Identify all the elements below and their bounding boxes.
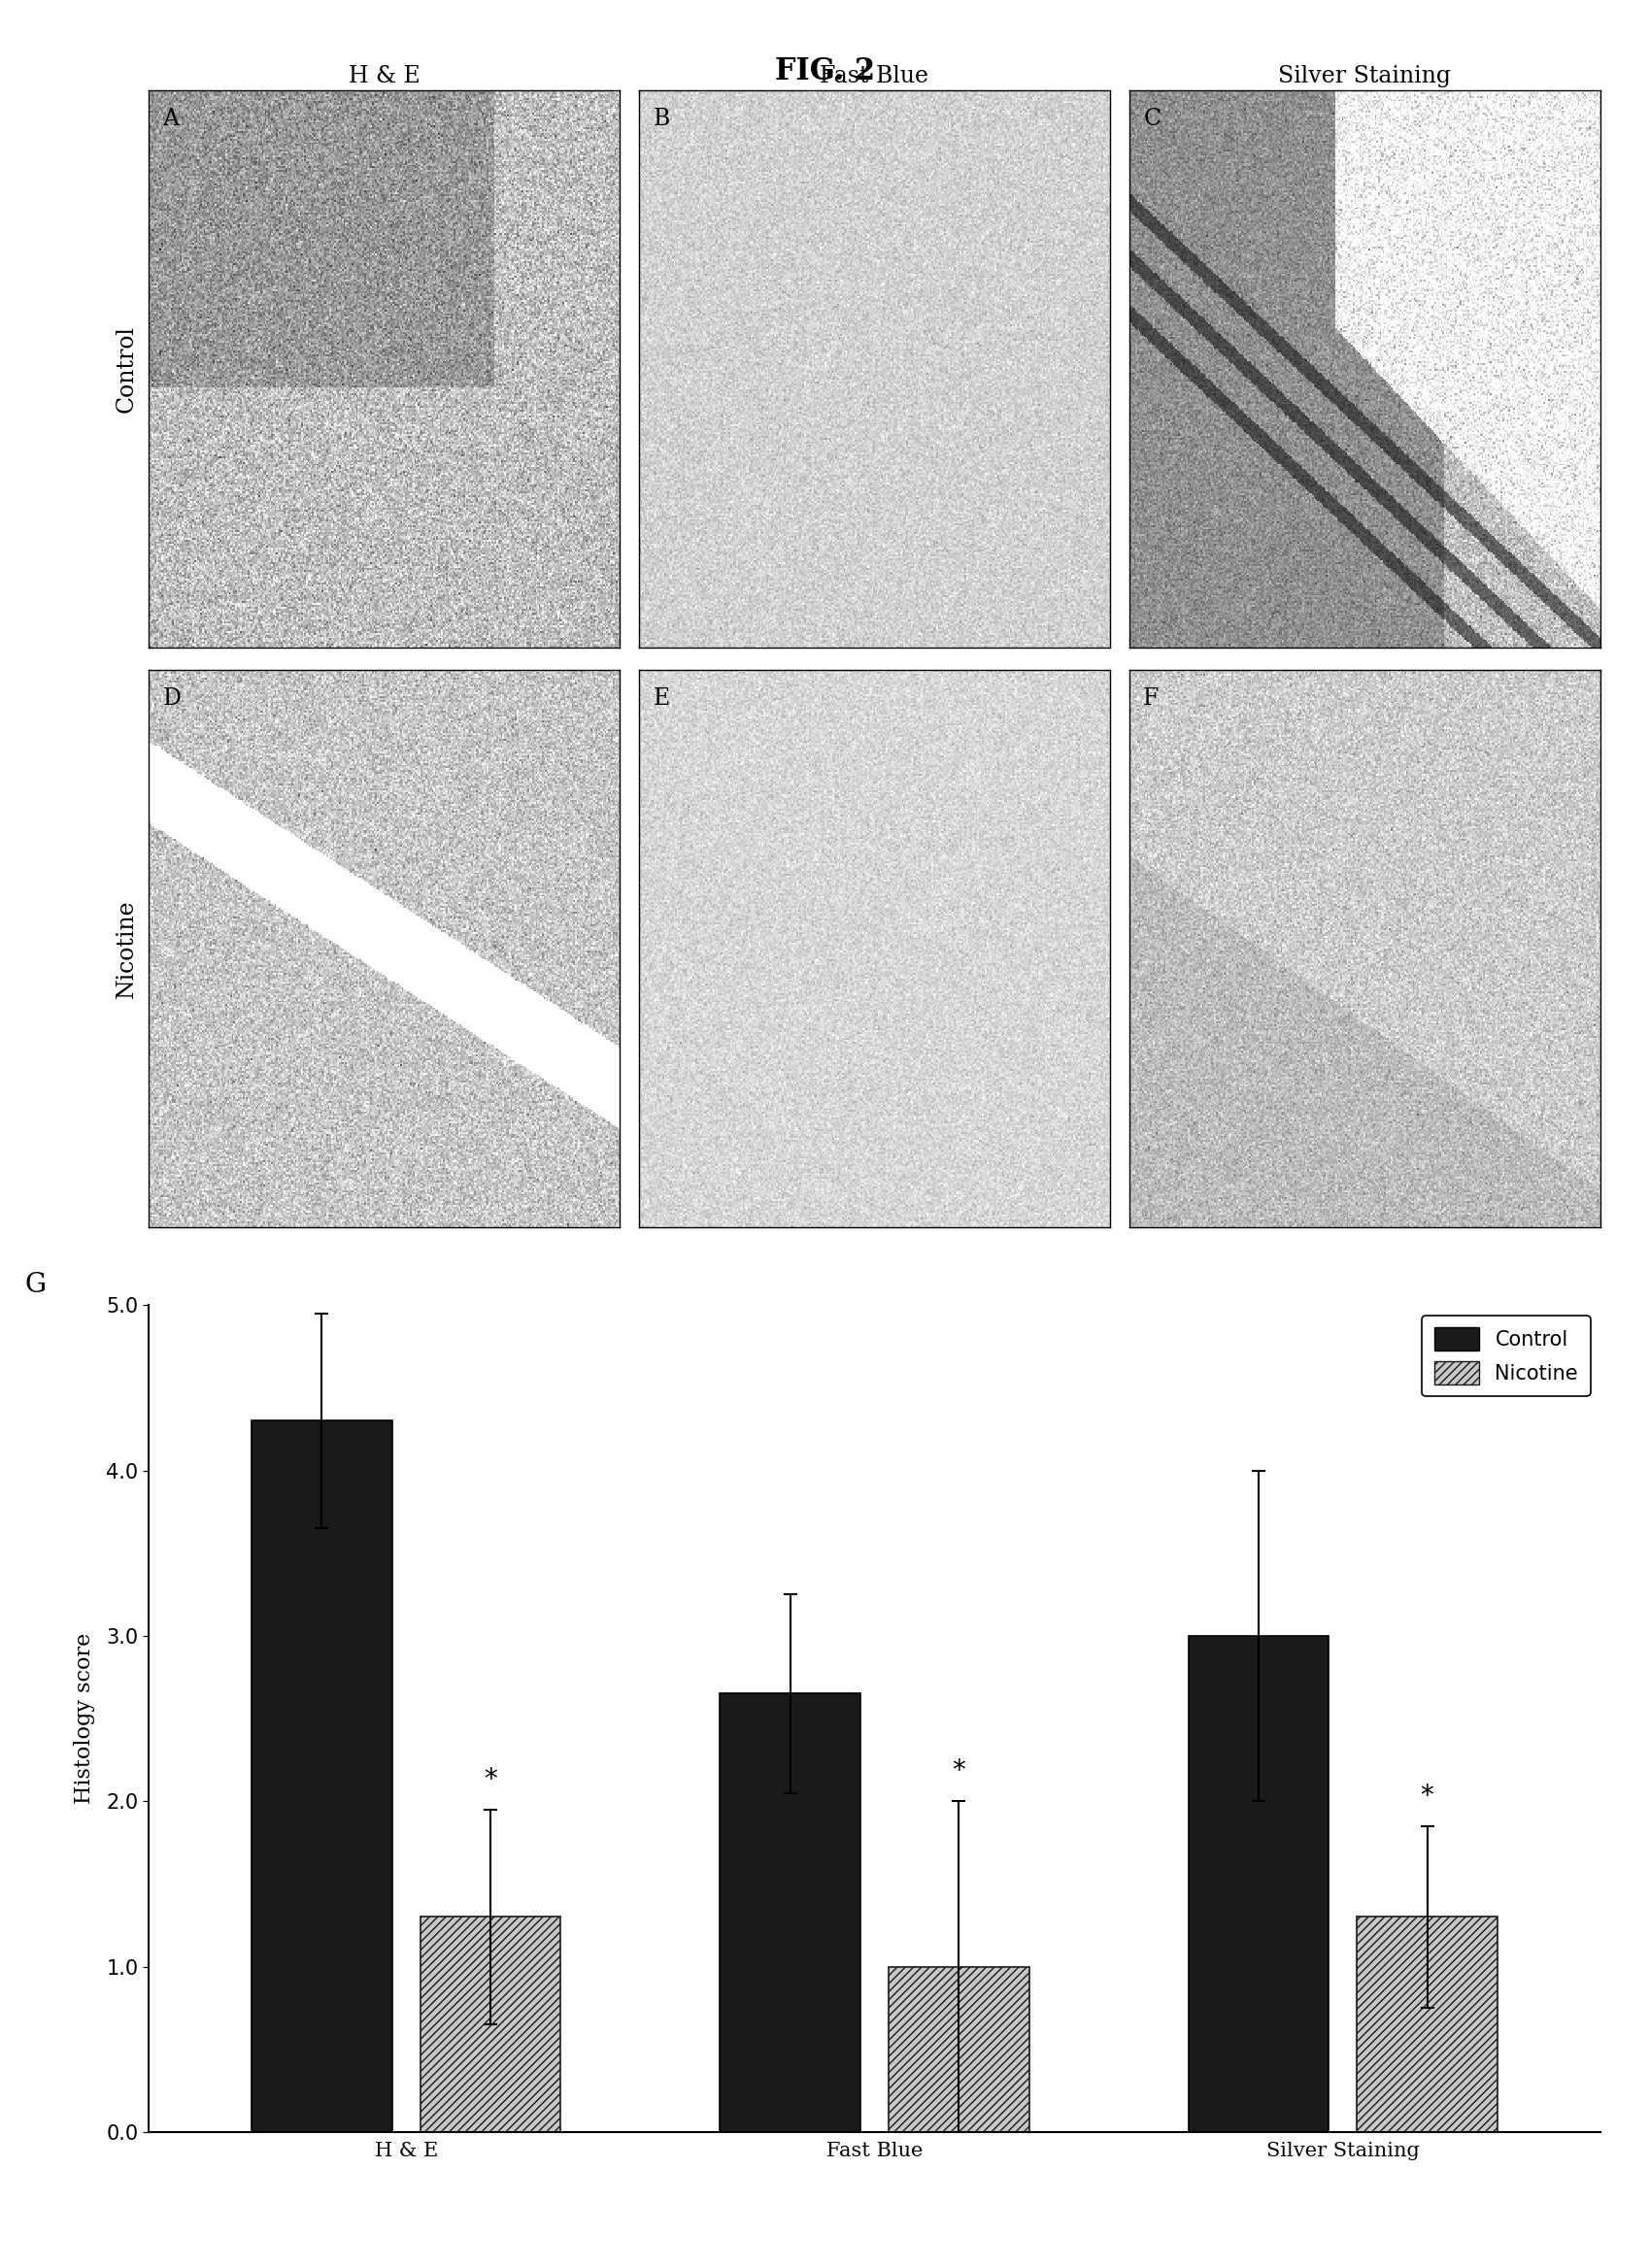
Text: C: C [1143, 107, 1161, 129]
Text: E: E [653, 687, 669, 710]
Text: F: F [1143, 687, 1158, 710]
Title: Fast Blue: Fast Blue [820, 66, 928, 88]
Bar [719, 1694, 859, 2132]
Legend: Control, Nicotine: Control, Nicotine [1421, 1315, 1590, 1397]
Text: B: B [653, 107, 669, 129]
Bar [420, 1916, 561, 2132]
Title: H & E: H & E [348, 66, 420, 88]
Y-axis label: Nicotine: Nicotine [115, 900, 137, 998]
Bar [251, 1420, 392, 2132]
Text: *: * [1420, 1783, 1433, 1810]
Bar [889, 1966, 1029, 2132]
Text: *: * [483, 1767, 496, 1794]
Y-axis label: Histology score: Histology score [74, 1633, 96, 1803]
Text: G: G [25, 1272, 46, 1297]
Title: Silver Staining: Silver Staining [1278, 66, 1451, 88]
Y-axis label: Control: Control [115, 327, 137, 413]
Text: A: A [163, 107, 180, 129]
Bar [1355, 1916, 1497, 2132]
Text: FIG. 2: FIG. 2 [775, 57, 874, 86]
Text: *: * [951, 1758, 965, 1785]
Bar [1187, 1635, 1327, 2132]
Text: D: D [163, 687, 181, 710]
